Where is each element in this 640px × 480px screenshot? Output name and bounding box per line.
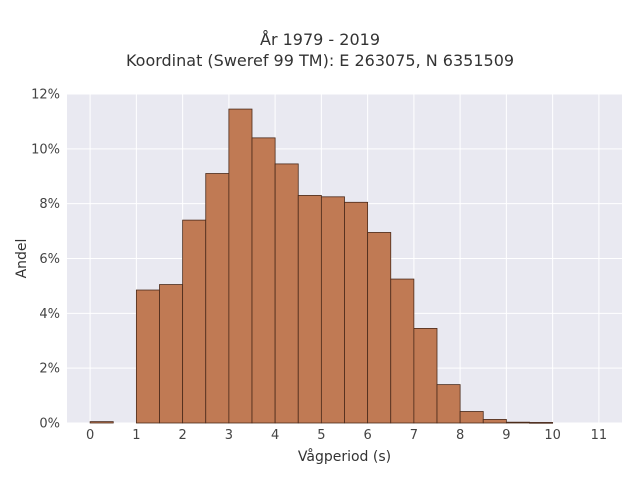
x-tick-labels: 0 1 2 3 4 5 6 7 8 9 10 11 xyxy=(86,428,607,443)
y-tick-labels: 0% 2% 4% 6% 8% 10% 12% xyxy=(31,88,60,432)
histogram-bar xyxy=(367,232,392,424)
x-tick-label: 0 xyxy=(86,428,94,443)
bars xyxy=(89,108,554,424)
histogram-bar xyxy=(205,173,230,424)
y-tick-label: 4% xyxy=(39,307,60,322)
x-tick-label: 3 xyxy=(225,428,233,443)
y-tick-label: 0% xyxy=(39,417,60,432)
y-tick-label: 6% xyxy=(39,252,60,267)
histogram-bar xyxy=(274,163,299,424)
y-tick-label: 8% xyxy=(39,197,60,212)
histogram-bar xyxy=(228,108,253,424)
x-tick-label: 2 xyxy=(178,428,186,443)
histogram-bar xyxy=(529,422,554,424)
x-tick-label: 11 xyxy=(591,428,608,443)
histogram-bar xyxy=(297,195,322,424)
x-tick-label: 4 xyxy=(271,428,279,443)
x-axis-label: Vågperiod (s) xyxy=(298,448,391,465)
x-tick-label: 6 xyxy=(363,428,371,443)
histogram-bar xyxy=(505,421,530,424)
y-axis-label: Andel xyxy=(14,239,30,279)
histogram-bar xyxy=(436,384,461,424)
x-tick-label: 10 xyxy=(544,428,561,443)
histogram-bar xyxy=(251,137,276,424)
y-tick-label: 10% xyxy=(31,142,60,157)
histogram-bar xyxy=(390,278,415,424)
histogram-bar xyxy=(159,284,184,424)
x-tick-label: 5 xyxy=(317,428,325,443)
histogram-bar xyxy=(135,289,160,424)
x-tick-label: 7 xyxy=(410,428,418,443)
y-tick-label: 2% xyxy=(39,362,60,377)
x-tick-label: 9 xyxy=(502,428,510,443)
x-tick-label: 8 xyxy=(456,428,464,443)
chart-title-line-2: Koordinat (Sweref 99 TM): E 263075, N 63… xyxy=(125,51,515,70)
histogram-bar xyxy=(89,421,114,424)
x-tick-label: 1 xyxy=(132,428,140,443)
histogram-bar xyxy=(344,201,369,424)
chart-title-line-1: År 1979 - 2019 xyxy=(260,30,380,49)
histogram-bar xyxy=(182,219,207,424)
histogram-bar xyxy=(482,419,507,424)
histogram-bar xyxy=(320,196,345,424)
histogram-bar xyxy=(413,328,438,424)
y-tick-label: 12% xyxy=(31,88,60,103)
histogram-bar xyxy=(459,411,484,424)
